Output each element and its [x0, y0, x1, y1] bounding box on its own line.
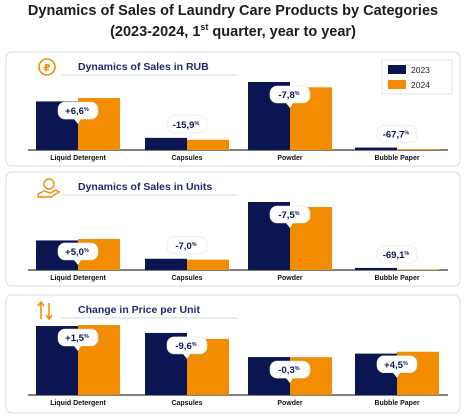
category-label: Liquid Detergent [50, 400, 106, 407]
change-unit: % [295, 211, 300, 217]
subtitle-suffix: quarter, year to year) [208, 23, 356, 40]
category-label: Capsules [171, 400, 202, 407]
change-unit: % [295, 366, 300, 372]
badge-tail [393, 262, 400, 268]
change-badge-1: +1,5% [57, 328, 99, 351]
change-label: +4,5% [384, 360, 408, 371]
bar-2024-4 [397, 149, 439, 150]
change-label: +5,0% [65, 247, 89, 258]
category-label: Powder [277, 155, 303, 162]
legend-label-2024: 2024 [411, 80, 430, 90]
hand-coins-icon [37, 178, 61, 198]
panel-title: Dynamics of Sales in RUB [78, 61, 209, 73]
category-label: Capsules [171, 275, 202, 282]
ruble-coin-ring [38, 58, 56, 76]
bar-2023-2 [145, 258, 187, 270]
change-unit: % [403, 361, 408, 367]
category-label: Bubble Paper [374, 155, 419, 162]
panel-title: Dynamics of Sales in Units [78, 181, 212, 193]
price-arrows-icon [37, 300, 53, 321]
chart-panel-2: Dynamics of Sales in Units Liquid Deterge… [5, 171, 461, 287]
arrow-up-shape [37, 300, 45, 319]
change-unit: % [194, 121, 199, 127]
change-badge-2: -9,6% [166, 336, 208, 359]
page-title: Dynamics of Sales of Laundry Care Produc… [27, 3, 439, 19]
change-label: -0,3% [278, 365, 299, 376]
change-badge-3: -7,8% [269, 85, 311, 108]
change-badge-4: -69,1% [376, 245, 418, 268]
chart-panel-1: ₽ Dynamics of Sales in RUB 2023 2024 Liquid … [5, 51, 461, 167]
change-label: +1,5% [65, 333, 89, 344]
change-unit: % [84, 334, 89, 340]
change-label: -7,0% [175, 241, 196, 252]
change-badge-3: -0,3% [269, 360, 311, 384]
category-label: Powder [277, 275, 303, 282]
bar-2023-4 [355, 267, 397, 270]
change-badge-2: -15,9% [166, 115, 208, 138]
change-badge-1: +5,0% [57, 242, 99, 265]
ruble-glyph: ₽ [44, 63, 51, 74]
badge-tail [74, 346, 81, 351]
change-badge-1: +6,6% [57, 101, 99, 125]
change-unit: % [84, 248, 89, 254]
badge-tail [286, 223, 293, 228]
legend-swatch-2023 [388, 65, 406, 74]
category-label: Liquid Detergent [50, 155, 106, 162]
bar-2023-4 [355, 147, 397, 150]
badge-tail [393, 372, 400, 378]
hand-shape [37, 189, 61, 198]
change-badge-4: -67,7% [376, 125, 418, 148]
change-unit: % [295, 91, 300, 97]
change-label: -7,8% [278, 90, 299, 101]
legend-swatch-2024 [388, 80, 406, 89]
change-label: -67,7% [383, 130, 410, 141]
change-unit: % [192, 342, 197, 348]
change-label: +6,6% [65, 106, 89, 117]
category-label: Liquid Detergent [50, 275, 106, 282]
badge-tail [183, 353, 190, 359]
badge-tail [183, 132, 190, 138]
ruble-coin-icon: ₽ [38, 58, 56, 76]
category-label: Bubble Paper [374, 400, 419, 407]
change-unit: % [84, 107, 89, 113]
change-unit: % [404, 251, 409, 257]
bar-2024-2 [187, 139, 229, 150]
badge-tail [286, 103, 293, 108]
bar-2024-4 [397, 269, 439, 270]
category-label: Bubble Paper [374, 275, 419, 282]
change-label: -69,1% [383, 250, 410, 261]
legend-label-2023: 2023 [411, 65, 430, 75]
arrow-down-shape [45, 303, 53, 321]
coin-shape [43, 178, 55, 190]
category-label: Capsules [171, 155, 202, 162]
change-badge-2: -7,0% [166, 236, 208, 259]
badge-tail [183, 253, 190, 259]
bar-2024-2 [187, 259, 229, 270]
change-label: -9,6% [175, 341, 196, 352]
badge-tail [74, 119, 81, 125]
legend: 2023 2024 [381, 59, 453, 95]
subtitle-superscript: st [200, 22, 209, 32]
change-badge-3: -7,5% [269, 205, 311, 228]
category-label: Powder [277, 400, 303, 407]
panel-title: Change in Price per Unit [78, 304, 200, 316]
change-unit: % [192, 242, 197, 248]
subtitle-prefix: (2023-2024, 1 [110, 23, 201, 40]
badge-tail [286, 378, 293, 384]
badge-tail [74, 259, 81, 265]
badge-tail [393, 142, 400, 148]
change-label: -7,5% [278, 210, 299, 221]
bar-2023-2 [145, 137, 187, 150]
page-subtitle: (2023-2024, 1st quarter, year to year) [0, 22, 466, 40]
change-badge-4: +4,5% [376, 355, 418, 378]
chart-panel-3: Change in Price per Unit Liquid Detergent… [5, 294, 461, 414]
change-unit: % [404, 131, 409, 137]
change-label: -15,9% [173, 120, 200, 131]
